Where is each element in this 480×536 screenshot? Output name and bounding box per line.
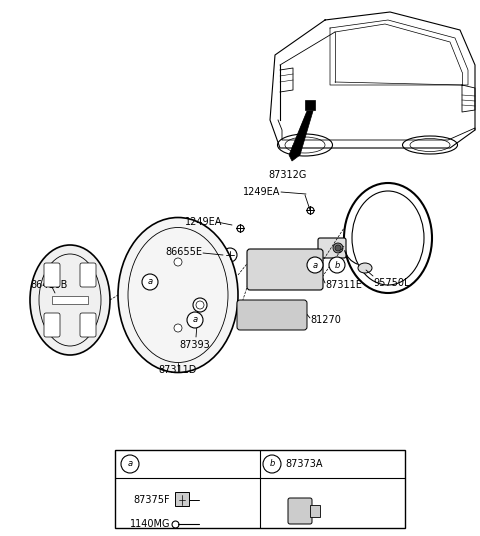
Text: 86655E: 86655E	[165, 247, 202, 257]
Circle shape	[335, 245, 341, 251]
Circle shape	[263, 455, 281, 473]
Circle shape	[193, 298, 207, 312]
Bar	[52, 296, 88, 304]
FancyBboxPatch shape	[80, 263, 96, 287]
Circle shape	[121, 455, 139, 473]
Ellipse shape	[358, 263, 372, 273]
Circle shape	[223, 248, 237, 262]
Text: 87375F: 87375F	[133, 495, 170, 505]
Text: 1249EA: 1249EA	[242, 187, 280, 197]
Text: 81270: 81270	[310, 315, 341, 325]
FancyBboxPatch shape	[44, 263, 60, 287]
Circle shape	[333, 243, 343, 253]
FancyBboxPatch shape	[237, 300, 307, 330]
Text: 87311E: 87311E	[325, 280, 362, 290]
Circle shape	[142, 274, 158, 290]
Text: a: a	[127, 459, 132, 468]
FancyBboxPatch shape	[288, 498, 312, 524]
Text: b: b	[334, 260, 340, 270]
Text: b: b	[269, 459, 275, 468]
Text: 87393: 87393	[180, 340, 210, 350]
Bar	[305, 100, 315, 110]
FancyBboxPatch shape	[44, 313, 60, 337]
Circle shape	[248, 311, 256, 319]
Circle shape	[174, 324, 182, 332]
Text: 1140MG: 1140MG	[130, 519, 170, 529]
Text: 1249EA: 1249EA	[185, 217, 222, 227]
Text: 87373A: 87373A	[285, 459, 323, 469]
FancyBboxPatch shape	[318, 238, 346, 258]
Circle shape	[329, 257, 345, 273]
Text: 87312G: 87312G	[269, 170, 307, 180]
Bar	[310, 505, 320, 517]
Ellipse shape	[30, 245, 110, 355]
Circle shape	[187, 312, 203, 328]
Polygon shape	[289, 111, 313, 161]
Text: a: a	[192, 316, 198, 324]
Ellipse shape	[118, 218, 238, 373]
Circle shape	[288, 311, 296, 319]
Text: a: a	[312, 260, 318, 270]
Text: 95750L: 95750L	[373, 278, 409, 288]
Bar	[175, 492, 189, 506]
Circle shape	[307, 257, 323, 273]
Text: a: a	[147, 278, 153, 287]
Text: 87311D: 87311D	[159, 365, 197, 375]
Circle shape	[174, 258, 182, 266]
FancyBboxPatch shape	[247, 249, 323, 290]
FancyBboxPatch shape	[80, 313, 96, 337]
Text: 86410B: 86410B	[30, 280, 67, 290]
Bar	[115, 450, 405, 528]
